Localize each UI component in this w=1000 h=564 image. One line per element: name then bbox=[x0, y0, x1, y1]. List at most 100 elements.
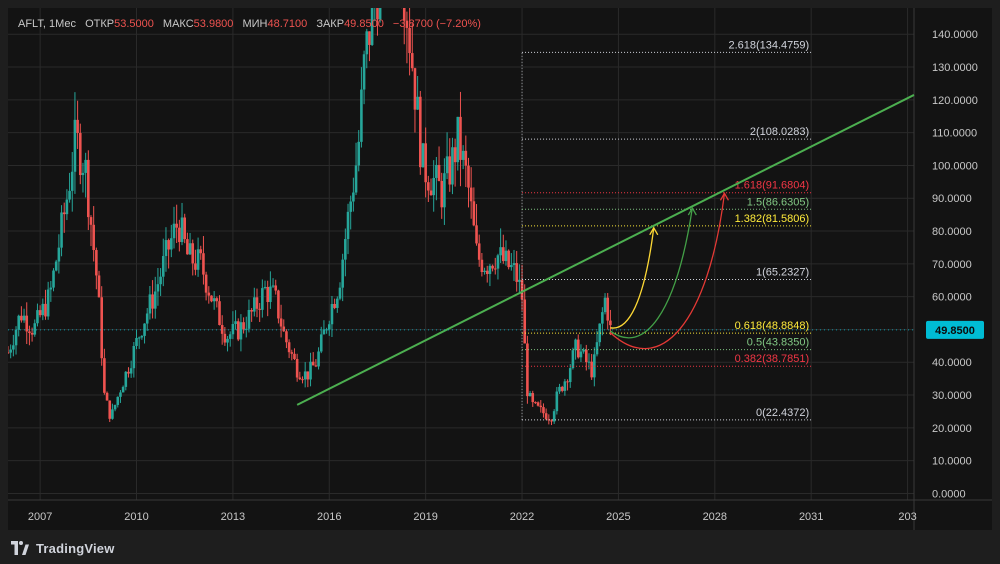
symbol-label[interactable]: AFLT, 1Мес bbox=[18, 18, 76, 30]
candle-body bbox=[44, 303, 47, 317]
candle-body bbox=[502, 247, 505, 262]
candle-body bbox=[234, 321, 237, 325]
candle-body bbox=[121, 386, 125, 393]
candle-body bbox=[547, 419, 551, 421]
fib-level-label: 2(108.0283) bbox=[750, 126, 809, 138]
y-tick-label: 120.0000 bbox=[932, 95, 978, 107]
candle-body bbox=[14, 329, 18, 346]
candle-body bbox=[571, 350, 575, 369]
candle-body bbox=[247, 309, 251, 329]
candle-body bbox=[60, 212, 63, 248]
candle-body bbox=[574, 339, 577, 351]
x-tick-label: 2025 bbox=[606, 511, 630, 523]
candle-body bbox=[456, 116, 460, 163]
candle-body bbox=[368, 31, 371, 45]
candle-body bbox=[132, 345, 136, 369]
candle-body bbox=[239, 322, 243, 340]
candle-body bbox=[520, 279, 524, 300]
price-chart[interactable]: 0.000010.000020.000030.000040.000050.000… bbox=[8, 8, 992, 530]
candle-body bbox=[279, 318, 283, 327]
candle-body bbox=[127, 371, 130, 374]
candle-body bbox=[579, 351, 583, 358]
candle-body bbox=[352, 192, 355, 202]
candle-body bbox=[228, 334, 232, 339]
candle-body bbox=[435, 164, 438, 178]
candle-body bbox=[54, 261, 58, 271]
candle-body bbox=[566, 381, 569, 383]
candle-body bbox=[89, 217, 93, 225]
candle-body bbox=[33, 323, 37, 335]
high-value: 53.9800 bbox=[193, 18, 234, 30]
x-tick-label: 2028 bbox=[703, 511, 727, 523]
candle-body bbox=[263, 286, 267, 289]
fib-level-label: 0.618(48.8848) bbox=[735, 320, 810, 332]
candle-body bbox=[223, 333, 227, 343]
candle-body bbox=[453, 147, 457, 163]
ohlc-legend: AFLT, 1Мес ОТКР53.5000 МАКС53.9800 МИН48… bbox=[18, 18, 481, 30]
candle-body bbox=[261, 288, 264, 310]
candle-body bbox=[73, 119, 77, 172]
candle-body bbox=[244, 328, 248, 330]
candle-body bbox=[271, 285, 275, 287]
candle-body bbox=[175, 223, 178, 228]
candle-body bbox=[186, 239, 189, 255]
candle-body bbox=[365, 31, 369, 55]
candle-body bbox=[196, 249, 200, 270]
candle-body bbox=[504, 250, 508, 262]
candle-body bbox=[20, 315, 23, 321]
candle-body bbox=[183, 217, 187, 240]
fib-level-label: 1(65.2327) bbox=[756, 266, 809, 278]
candle-body bbox=[461, 150, 465, 160]
candle-body bbox=[258, 308, 261, 310]
candle-body bbox=[493, 268, 497, 270]
tradingview-brand[interactable]: TradingView bbox=[36, 540, 115, 556]
fib-level-label: 0.382(38.7851) bbox=[735, 353, 810, 365]
candle-body bbox=[8, 352, 10, 354]
candle-body bbox=[103, 358, 106, 393]
candle-body bbox=[250, 309, 253, 312]
y-tick-label: 130.0000 bbox=[932, 62, 978, 74]
candle-body bbox=[218, 301, 221, 326]
candle-body bbox=[191, 243, 195, 264]
candle-body bbox=[242, 322, 245, 330]
candle-body bbox=[108, 400, 112, 419]
candle-body bbox=[298, 377, 302, 380]
candle-body bbox=[378, 8, 382, 20]
candle-body bbox=[429, 190, 433, 196]
high-label: МАКС bbox=[162, 18, 194, 30]
y-tick-label: 0.0000 bbox=[932, 488, 966, 500]
candle-body bbox=[161, 256, 165, 277]
candle-body bbox=[145, 313, 149, 324]
y-tick-label: 140.0000 bbox=[932, 29, 978, 41]
candle-body bbox=[105, 392, 109, 401]
candle-body bbox=[178, 227, 181, 243]
candle-body bbox=[295, 359, 299, 378]
candle-body bbox=[531, 393, 535, 403]
grid-lines bbox=[8, 8, 914, 500]
tradingview-logo-icon[interactable] bbox=[10, 541, 30, 555]
current-price-label: 49.8500 bbox=[935, 325, 975, 337]
candle-body bbox=[475, 225, 478, 244]
y-tick-label: 80.0000 bbox=[932, 226, 972, 238]
candle-body bbox=[346, 211, 350, 240]
candle-body bbox=[491, 265, 494, 269]
open-label: ОТКР bbox=[85, 18, 115, 30]
candle-body bbox=[560, 386, 564, 391]
candle-body bbox=[440, 180, 444, 208]
candle-body bbox=[413, 68, 417, 110]
candle-body bbox=[563, 381, 567, 391]
candle-body bbox=[49, 287, 53, 290]
chart-area[interactable]: 0.000010.000020.000030.000040.000050.000… bbox=[8, 8, 992, 530]
candle-body bbox=[370, 8, 374, 45]
fib-level-label: 1.382(81.5806) bbox=[735, 213, 810, 225]
candle-body bbox=[236, 321, 240, 340]
candle-body bbox=[204, 274, 208, 293]
candle-body bbox=[52, 270, 55, 288]
candle-body bbox=[336, 298, 339, 308]
candle-body bbox=[282, 326, 286, 332]
candle-body bbox=[277, 290, 280, 319]
candle-body bbox=[167, 240, 170, 250]
candle-body bbox=[46, 289, 50, 317]
candle-body bbox=[603, 297, 607, 313]
